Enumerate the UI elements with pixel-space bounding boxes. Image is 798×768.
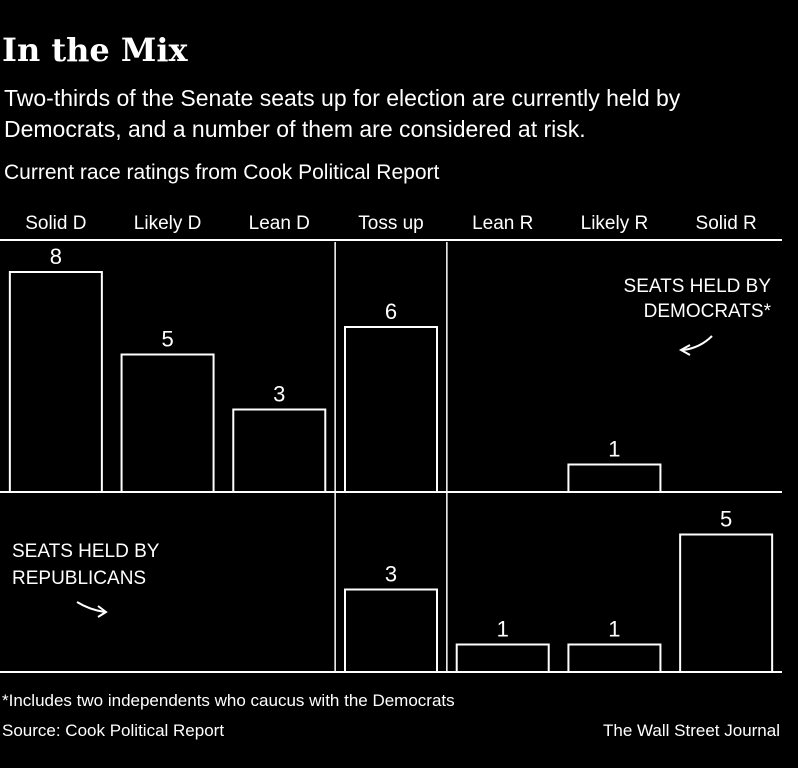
data-label: 1	[608, 437, 620, 462]
data-label: 3	[273, 382, 285, 407]
bar	[344, 588, 438, 673]
footnote: *Includes two independents who caucus wi…	[2, 691, 455, 710]
bar	[344, 326, 438, 493]
arrowhead-democrats	[678, 344, 691, 356]
data-label: 1	[608, 617, 620, 642]
category-label: Likely R	[581, 213, 649, 234]
bar	[567, 643, 662, 673]
series-label-republicans: SEATS HELD BY REPUBLICANS	[12, 541, 160, 589]
source-note: Source: Cook Political Report	[2, 721, 225, 740]
arrow-democrats	[682, 335, 713, 351]
bar	[455, 643, 550, 673]
bar	[679, 533, 774, 673]
data-label: 3	[385, 562, 397, 587]
bar	[8, 271, 103, 493]
arrowhead-republicans	[97, 605, 108, 618]
bar	[567, 463, 662, 493]
data-label: 5	[161, 327, 173, 352]
chart-title: In the Mix	[2, 31, 188, 69]
data-label: 1	[497, 617, 509, 642]
series-label-democrats: SEATS HELD BY DEMOCRATS*	[624, 276, 772, 322]
category-label: Likely D	[134, 213, 202, 234]
category-label: Solid D	[25, 213, 86, 234]
category-label: Solid R	[696, 213, 757, 234]
bar-chart: Solid D Likely D Lean D Toss up Lean R Likely…	[0, 213, 782, 673]
data-label: 5	[720, 507, 732, 532]
data-label: 8	[50, 244, 62, 269]
arrow-republicans	[76, 601, 106, 613]
data-label: 6	[385, 299, 397, 324]
category-label: Lean D	[249, 213, 310, 234]
chart-label: Current race ratings from Cook Political…	[4, 161, 440, 184]
chart-subtitle: Two-thirds of the Senate seats up for el…	[4, 85, 681, 142]
bar	[232, 408, 327, 493]
category-label: Toss up	[358, 213, 423, 234]
credit-note: The Wall Street Journal	[603, 721, 780, 740]
category-label: Lean R	[472, 213, 533, 234]
bar	[120, 353, 215, 493]
